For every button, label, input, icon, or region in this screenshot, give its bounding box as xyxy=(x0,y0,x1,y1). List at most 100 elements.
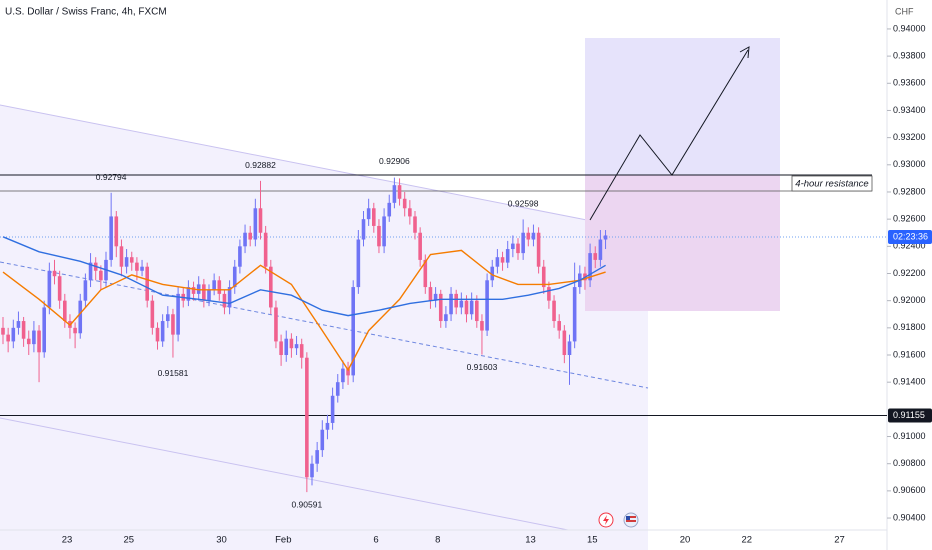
candle-body xyxy=(243,232,247,247)
price-annotation: 0.92906 xyxy=(379,156,410,166)
candle-body xyxy=(547,287,551,301)
candle-body xyxy=(557,321,561,331)
candle-body xyxy=(119,246,124,267)
candle-body xyxy=(57,276,62,301)
candle-body xyxy=(433,293,438,301)
x-tick-label: Feb xyxy=(275,535,291,546)
candle-body xyxy=(124,257,129,267)
support-price-box xyxy=(888,408,932,423)
candle-body xyxy=(248,232,252,240)
candle-body xyxy=(392,185,397,203)
candle-body xyxy=(73,327,77,334)
candle-body xyxy=(160,321,165,342)
currency-label: CHF xyxy=(895,6,914,16)
candle-body xyxy=(449,293,453,315)
x-tick-label: 27 xyxy=(834,535,845,546)
y-tick-label: 0.91000 xyxy=(893,431,926,441)
candle-body xyxy=(593,253,598,260)
flag-canton xyxy=(626,516,630,520)
resistance-label-box xyxy=(791,175,873,192)
countdown-box xyxy=(888,230,932,244)
candle-body xyxy=(356,239,361,288)
candle-body xyxy=(212,280,216,290)
candle-body xyxy=(129,257,134,263)
candle-body xyxy=(351,287,355,376)
candle-body xyxy=(320,429,325,451)
moving-average xyxy=(2,249,606,372)
candle-body xyxy=(109,216,113,260)
candle-body xyxy=(140,266,144,271)
candle-body xyxy=(42,307,46,353)
price-annotation: 0.90591 xyxy=(291,499,322,509)
x-tick-label: 8 xyxy=(435,535,440,546)
candle-body xyxy=(88,262,93,281)
candle-body xyxy=(78,300,83,334)
x-tick-label: 22 xyxy=(742,535,753,546)
candle-body xyxy=(222,293,227,308)
channel-upper xyxy=(0,104,649,233)
candle-body xyxy=(114,216,119,247)
candle-body xyxy=(505,249,510,263)
candle-body xyxy=(269,266,273,308)
candles xyxy=(1,177,608,493)
candle-body xyxy=(408,208,412,217)
candle-body xyxy=(335,382,340,396)
y-tick-label: 0.92400 xyxy=(893,241,926,251)
candle-body xyxy=(299,344,304,358)
candle-body xyxy=(227,287,232,308)
y-tick-label: 0.94000 xyxy=(893,23,926,33)
resistance-label: 4-hour resistance xyxy=(795,179,868,190)
y-tick-label: 0.90800 xyxy=(893,458,926,468)
candle-body xyxy=(536,232,541,267)
candle-body xyxy=(572,287,577,342)
candle-body xyxy=(258,208,263,233)
candle-body xyxy=(382,216,386,247)
flag-stripe xyxy=(626,520,636,522)
candle-body xyxy=(99,270,103,281)
stop-box xyxy=(585,175,780,311)
candle-body xyxy=(562,330,567,356)
candle-body xyxy=(521,232,525,254)
support-price-label: 0.91155 xyxy=(893,410,925,420)
projection-arrow xyxy=(739,46,750,59)
candle-body xyxy=(310,463,314,478)
channel-lower xyxy=(0,417,569,531)
x-tick-label: 30 xyxy=(216,535,227,546)
candle-body xyxy=(145,266,149,301)
candle-body xyxy=(423,259,428,288)
y-tick-label: 0.93000 xyxy=(893,159,926,169)
candle-body xyxy=(186,287,191,301)
chart-title: U.S. Dollar / Swiss Franc, 4h, FXCM xyxy=(5,7,167,18)
drawings xyxy=(0,0,888,550)
flag-stripe xyxy=(626,516,636,518)
x-tick-label: 6 xyxy=(373,535,378,546)
candle-body xyxy=(263,232,268,267)
x-tick-label: 15 xyxy=(587,535,598,546)
candle-body xyxy=(171,314,175,335)
candle-body xyxy=(366,208,371,220)
candle-body xyxy=(11,327,16,342)
candle-body xyxy=(500,257,505,263)
candle-body xyxy=(21,321,26,339)
candle-body xyxy=(274,307,278,342)
price-annotation: 0.92598 xyxy=(508,199,539,209)
candle-body xyxy=(294,344,299,349)
y-tick-label: 0.92800 xyxy=(893,186,926,196)
candle-body xyxy=(444,314,448,322)
candle-body xyxy=(47,270,52,308)
candle-body xyxy=(83,280,88,301)
x-tick-label: 23 xyxy=(62,535,73,546)
channel-fill xyxy=(0,105,648,550)
candle-body xyxy=(490,266,495,281)
candle-body xyxy=(238,246,242,267)
y-tick-label: 0.93800 xyxy=(893,50,926,60)
candle-body xyxy=(480,321,484,331)
candle-body xyxy=(588,253,592,281)
candle-body xyxy=(346,368,350,376)
candle-body xyxy=(387,202,392,217)
candle-body xyxy=(541,266,546,288)
candle-body xyxy=(438,293,443,322)
price-annotation: 0.92882 xyxy=(245,160,276,170)
y-tick-label: 0.92200 xyxy=(893,268,926,278)
